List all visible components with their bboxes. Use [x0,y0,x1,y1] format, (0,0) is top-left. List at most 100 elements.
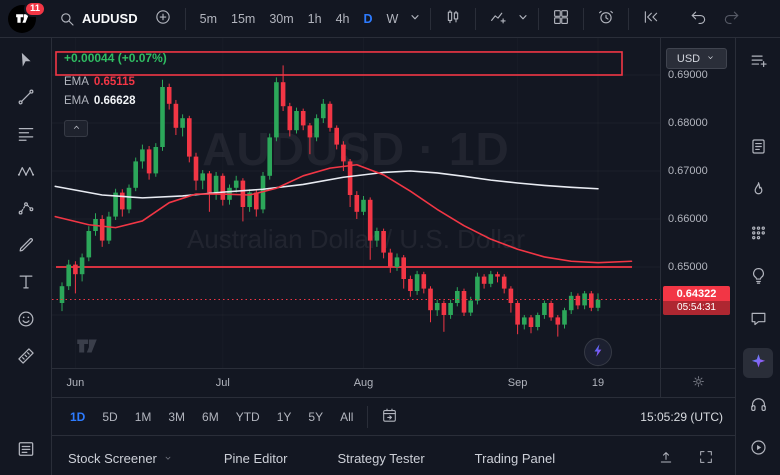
chart-settings-button[interactable] [683,369,713,397]
fullscreen-button[interactable] [691,444,721,472]
tool-measure-button[interactable] [10,342,42,372]
workspace: AUDUSD · 1D Australian Dollar / U.S. Dol… [0,38,780,475]
tool-emoji-button[interactable] [10,305,42,335]
price-tick-0.66000: 0.66000 [668,213,708,225]
range-button-6m[interactable]: 6M [194,405,227,429]
interval-button-15m[interactable]: 15m [224,7,262,31]
help-icon [749,395,768,417]
drawing-toolbar [0,38,52,475]
hotlists-button[interactable] [743,176,773,206]
interval-button-5m[interactable]: 5m [193,7,224,31]
indicators-button[interactable] [483,5,513,33]
tool-text-button[interactable] [10,268,42,298]
interval-button-w[interactable]: W [380,7,406,31]
interval-button-30m[interactable]: 30m [262,7,300,31]
compare-add-button[interactable] [148,5,178,33]
interval-button-1h[interactable]: 1h [301,7,329,31]
boost-button[interactable] [584,338,612,366]
ai-assistant-button[interactable] [743,348,773,378]
xabcd-pattern-icon [16,161,36,184]
candlestick-plot [52,51,660,337]
price-axis[interactable]: USD 0.64322 05:54:31 0.69000 0.68000 0.670… [660,38,735,368]
symbol-search-button[interactable]: AUDUSD [50,6,146,32]
watchlist-icon [749,51,768,73]
tool-trend-line-button[interactable] [10,83,42,113]
interval-button-d[interactable]: D [356,7,379,31]
tool-brush-button[interactable] [10,231,42,261]
object-tree-icon [16,439,36,462]
chart-type-button[interactable] [438,5,468,33]
range-button-1d[interactable]: 1D [62,405,93,429]
chart-area: AUDUSD · 1D Australian Dollar / U.S. Dol… [52,38,735,475]
redo-button[interactable] [716,5,746,33]
fib-retracement-icon [16,124,36,147]
bar-replay-button[interactable] [636,5,666,33]
ema-legend-row[interactable]: EMA 0.66628 [64,95,136,107]
currency-toggle-button[interactable]: USD [666,48,727,69]
toolbar-divider [184,7,186,30]
range-button-all[interactable]: All [332,405,361,429]
notes-button[interactable] [743,133,773,163]
open-panel-button[interactable] [651,444,681,472]
chevron-up-icon [70,121,83,137]
goto-date-icon [381,407,398,427]
tradingview-logo-button[interactable]: 11 [8,0,46,34]
bottom-tab-trading-panel[interactable]: Trading Panel [473,445,557,472]
text-icon [16,272,36,295]
time-axis[interactable]: Jun Jul Aug Sep 19 [52,369,660,397]
bottom-tab-stock-screener[interactable]: Stock Screener [66,445,176,472]
toolbar-divider [430,7,432,30]
search-icon [58,10,76,28]
layout-button[interactable] [546,5,576,33]
brush-icon [16,235,36,258]
create-alert-button[interactable] [591,5,621,33]
notes-icon [749,137,768,159]
notification-badge[interactable]: 11 [23,0,46,17]
range-button-5y[interactable]: 5Y [300,405,331,429]
tool-fib-retracement-button[interactable] [10,120,42,150]
alerts-icon [749,94,768,116]
goto-date-button[interactable] [374,403,404,431]
lightning-icon [591,343,606,361]
toolbar-divider [367,405,369,428]
range-button-3m[interactable]: 3M [160,405,193,429]
time-label-jul: Jul [215,377,230,389]
range-button-1y[interactable]: 1Y [269,405,300,429]
interval-dropdown-button[interactable] [407,5,423,33]
toolbar-divider [583,7,585,30]
tutorials-button[interactable] [743,434,773,464]
indicators-dropdown-button[interactable] [515,5,531,33]
interval-button-4h[interactable]: 4h [329,7,357,31]
chevron-down-icon [705,52,716,66]
tool-forecast-button[interactable] [10,194,42,224]
ai-assistant-icon [749,352,768,374]
tradingview-watermark-logo[interactable] [68,333,106,362]
undo-button[interactable] [684,5,714,33]
gear-icon [691,374,706,392]
range-button-1m[interactable]: 1M [127,405,160,429]
tool-object-tree-button[interactable] [10,435,42,465]
ideas-button[interactable] [743,262,773,292]
alerts-button[interactable] [743,90,773,120]
symbol-label: AUDUSD [82,11,138,26]
tool-cursor-button[interactable] [10,46,42,76]
chart-canvas[interactable]: AUDUSD · 1D Australian Dollar / U.S. Dol… [52,38,660,368]
ema-legend-row[interactable]: EMA 0.65115 [64,76,135,88]
ideas-icon [749,266,768,288]
bottom-tab-label: Pine Editor [223,450,288,466]
bottom-tab-strategy-tester[interactable]: Strategy Tester [335,445,426,472]
range-button-5d[interactable]: 5D [94,405,125,429]
chat-button[interactable] [743,305,773,335]
server-clock[interactable]: 15:05:29 (UTC) [640,409,723,424]
last-price-value: 0.64322 [676,287,717,300]
calendar-button[interactable] [743,219,773,249]
bottom-tab-pine-editor[interactable]: Pine Editor [222,445,290,472]
bottom-panel-bar: Stock Screener Pine Editor Strategy Tester… [52,435,735,475]
help-button[interactable] [743,391,773,421]
range-button-ytd[interactable]: YTD [228,405,268,429]
watchlist-button[interactable] [743,47,773,77]
legend-collapse-button[interactable] [64,120,88,137]
tool-xabcd-pattern-button[interactable] [10,157,42,187]
calendar-icon [749,223,768,245]
